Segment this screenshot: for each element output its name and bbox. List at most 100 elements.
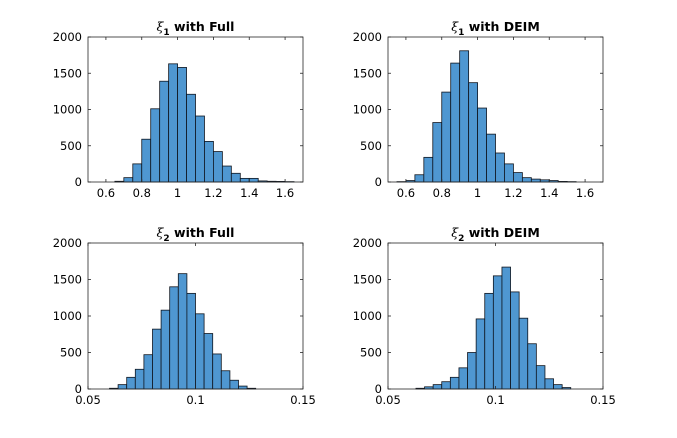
y-tick-label: 0 xyxy=(375,382,382,396)
histogram-bar xyxy=(204,140,214,183)
histogram-bar xyxy=(535,365,546,390)
x-tick-label: 1.6 xyxy=(576,186,594,200)
histogram-bar xyxy=(423,156,434,183)
histogram-bar xyxy=(238,385,248,390)
y-tick-label: 0 xyxy=(75,175,82,189)
x-tick-label: 0.8 xyxy=(433,186,451,200)
histogram-bar xyxy=(186,93,196,183)
title-subscript: 2 xyxy=(458,234,464,244)
x-tick-label: 1.2 xyxy=(504,186,522,200)
histogram-bar xyxy=(486,133,496,183)
histogram-bar xyxy=(221,165,232,183)
histogram-bar xyxy=(239,177,250,183)
histogram-bar xyxy=(134,368,145,390)
title-text: with Full xyxy=(170,19,235,34)
histogram-bar xyxy=(477,107,487,183)
histogram-bar xyxy=(527,343,537,390)
histogram-bar xyxy=(126,376,136,390)
histogram-bar xyxy=(530,178,541,183)
histogram-bar xyxy=(160,309,171,390)
histogram-bar xyxy=(141,138,152,183)
title-subscript: 1 xyxy=(458,28,464,38)
x-tick-label: 1.2 xyxy=(204,186,222,200)
chart-panel-3: 0.05 0.1 0.15 0 500 1000 1500 2000 ξ2 with Full xyxy=(53,225,316,407)
x-tick-label: 1 xyxy=(174,186,181,200)
x-tick-label: 1.6 xyxy=(276,186,294,200)
histogram-bar xyxy=(510,291,520,390)
histogram-bar xyxy=(195,313,205,390)
histogram-bar xyxy=(475,318,486,390)
histogram-bar xyxy=(458,367,468,390)
chart-title: ξ2 with DEIM xyxy=(451,225,540,244)
histogram-bar xyxy=(459,50,470,183)
histogram-bar xyxy=(150,108,161,183)
histogram-bar xyxy=(229,379,239,390)
histogram-bar xyxy=(220,370,231,390)
histogram-bar xyxy=(432,384,443,390)
histogram-bar xyxy=(195,115,205,183)
histogram-bar xyxy=(553,384,563,390)
histogram-bar xyxy=(484,292,494,390)
histogram-bar xyxy=(169,286,179,390)
y-tick-label: 1500 xyxy=(53,273,82,287)
y-tick-label: 1500 xyxy=(353,273,382,287)
x-tick-label: 0.15 xyxy=(290,393,316,407)
histogram-bar xyxy=(467,352,477,390)
chart-title: ξ1 with DEIM xyxy=(451,19,540,38)
y-tick-label: 2000 xyxy=(53,30,82,44)
y-tick-label: 500 xyxy=(360,139,382,153)
x-tick-label: 1.4 xyxy=(540,186,558,200)
histogram-bar xyxy=(143,354,153,390)
y-tick-label: 1500 xyxy=(353,66,382,80)
title-text: with DEIM xyxy=(464,225,539,240)
histogram-bar xyxy=(521,177,532,183)
y-tick-label: 2000 xyxy=(353,30,382,44)
histogram-bar xyxy=(414,174,425,183)
histogram-bar xyxy=(544,378,554,390)
title-text: with Full xyxy=(170,225,235,240)
histogram-bar xyxy=(501,266,511,390)
chart-panel-4: 0.05 0.1 0.15 0 500 1000 1500 2000 ξ2 with DEIM xyxy=(353,225,616,407)
title-symbol: ξ xyxy=(451,225,459,240)
histogram-bar xyxy=(177,67,187,183)
histogram-bar xyxy=(213,151,223,183)
y-tick-label: 1500 xyxy=(53,66,82,80)
histogram-bar xyxy=(441,381,451,390)
histogram-bar xyxy=(152,328,162,390)
y-tick-label: 0 xyxy=(375,175,382,189)
y-tick-label: 500 xyxy=(60,346,82,360)
y-tick-label: 0 xyxy=(75,382,82,396)
title-symbol: ξ xyxy=(451,19,459,34)
histogram-bar xyxy=(186,292,196,390)
y-tick-label: 500 xyxy=(360,346,382,360)
histogram-bar xyxy=(159,80,170,183)
y-tick-label: 1000 xyxy=(353,103,382,117)
x-tick-label: 0.05 xyxy=(75,393,101,407)
x-tick-label: 0.1 xyxy=(186,393,204,407)
histogram-bar xyxy=(177,273,188,390)
histogram-bar xyxy=(132,163,143,183)
x-tick-label: 0.8 xyxy=(133,186,151,200)
x-tick-label: 0.15 xyxy=(590,393,616,407)
title-text: with DEIM xyxy=(464,19,539,34)
histogram-bar xyxy=(504,163,514,183)
histogram-bar xyxy=(168,63,178,183)
histogram-bar xyxy=(203,333,214,390)
histogram-bar xyxy=(450,62,461,183)
histogram-bar xyxy=(441,91,452,183)
y-tick-label: 500 xyxy=(60,139,82,153)
histogram-bar xyxy=(212,353,222,390)
chart-title: ξ1 with Full xyxy=(157,19,235,38)
x-tick-label: 0.05 xyxy=(375,393,401,407)
histogram-bar xyxy=(518,317,529,390)
histogram-bar xyxy=(492,275,503,390)
title-symbol: ξ xyxy=(157,19,165,34)
title-symbol: ξ xyxy=(157,225,165,240)
title-subscript: 1 xyxy=(163,28,169,38)
histogram-bar xyxy=(432,122,443,183)
histogram-bar xyxy=(468,82,478,183)
y-tick-label: 2000 xyxy=(53,236,82,250)
